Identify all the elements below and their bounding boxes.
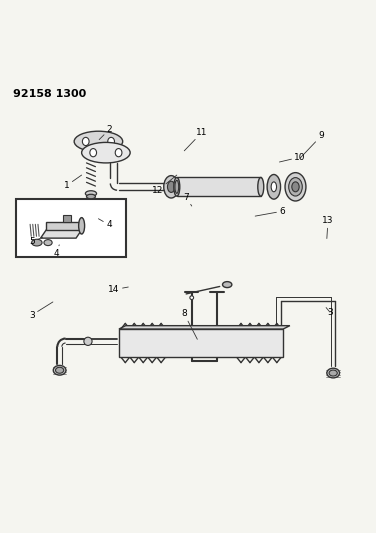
Ellipse shape (84, 337, 92, 345)
Ellipse shape (175, 180, 179, 193)
Text: 1: 1 (64, 175, 82, 190)
Bar (119, 329, 283, 357)
Ellipse shape (86, 195, 96, 199)
Text: 4: 4 (54, 245, 59, 257)
Ellipse shape (292, 182, 299, 192)
Ellipse shape (56, 367, 64, 373)
Ellipse shape (85, 191, 97, 196)
Ellipse shape (289, 177, 302, 196)
Text: 9: 9 (300, 131, 324, 158)
Polygon shape (119, 326, 290, 329)
Text: 3: 3 (326, 308, 333, 317)
Text: 11: 11 (184, 127, 208, 151)
Ellipse shape (53, 366, 66, 375)
Text: 5: 5 (29, 237, 42, 246)
Text: 13: 13 (322, 216, 334, 238)
Ellipse shape (258, 177, 264, 196)
Text: 2: 2 (99, 125, 112, 140)
Ellipse shape (267, 174, 280, 199)
Text: 6: 6 (255, 207, 285, 216)
Ellipse shape (190, 296, 194, 300)
Bar (177, 177, 261, 196)
Text: 4: 4 (99, 219, 112, 229)
Text: 12: 12 (152, 175, 177, 195)
Bar (63, 215, 71, 222)
Ellipse shape (167, 181, 175, 192)
Ellipse shape (108, 138, 114, 146)
Ellipse shape (327, 368, 340, 378)
Text: 7: 7 (183, 192, 192, 206)
Ellipse shape (164, 175, 179, 198)
Text: 3: 3 (29, 302, 53, 319)
Ellipse shape (32, 239, 42, 246)
Text: 8: 8 (181, 309, 197, 340)
Ellipse shape (74, 131, 123, 152)
Ellipse shape (115, 149, 122, 157)
Ellipse shape (271, 182, 276, 192)
Ellipse shape (44, 240, 52, 246)
Text: 14: 14 (108, 285, 128, 294)
Bar (16, 199, 126, 257)
Text: 10: 10 (279, 152, 306, 162)
Polygon shape (46, 222, 82, 230)
Ellipse shape (79, 217, 85, 234)
Ellipse shape (174, 177, 180, 196)
Ellipse shape (82, 142, 130, 163)
Polygon shape (41, 230, 82, 238)
Ellipse shape (285, 173, 306, 201)
Ellipse shape (82, 138, 89, 146)
Ellipse shape (329, 370, 337, 376)
Ellipse shape (223, 281, 232, 288)
Ellipse shape (90, 149, 97, 157)
Text: 92158 1300: 92158 1300 (12, 89, 86, 99)
